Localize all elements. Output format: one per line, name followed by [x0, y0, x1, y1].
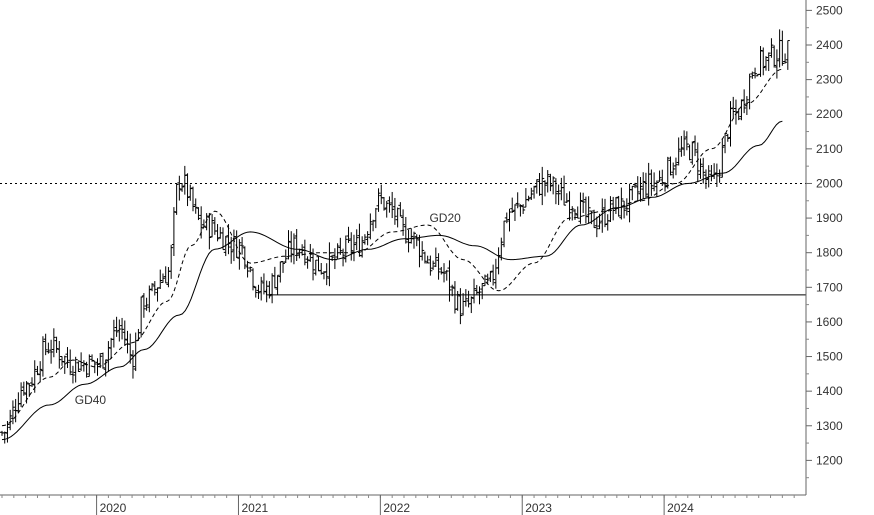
y-tick-label: 1400 [816, 384, 843, 398]
y-tick-label: 2000 [816, 176, 843, 190]
y-tick-label: 2100 [816, 142, 843, 156]
y-tick-label: 1500 [816, 350, 843, 364]
plot-area [0, 29, 806, 444]
x-tick-label: 2021 [241, 501, 268, 515]
gd40-label: GD40 [75, 393, 107, 407]
annotations: GD40 GD20 [75, 211, 461, 407]
y-tick-label: 1300 [816, 419, 843, 433]
x-tick-label: 2024 [667, 501, 694, 515]
y-tick-label: 1600 [816, 315, 843, 329]
y-tick-label: 2300 [816, 73, 843, 87]
x-tick-label: 2022 [383, 501, 410, 515]
x-tick-label: 2020 [100, 501, 127, 515]
price-bars [0, 29, 790, 444]
x-tick-label: 2023 [525, 501, 552, 515]
y-tick-label: 1900 [816, 211, 843, 225]
gd40-line [1, 120, 783, 441]
gd20-line [1, 68, 783, 427]
y-tick-label: 2200 [816, 107, 843, 121]
y-tick-label: 1800 [816, 246, 843, 260]
y-tick-label: 2400 [816, 38, 843, 52]
y-tick-label: 1700 [816, 280, 843, 294]
y-tick-label: 1200 [816, 453, 843, 467]
gd20-label: GD20 [429, 211, 461, 225]
y-axis: 1200 1300 1400 1500 1600 1700 1800 1900 2000 2100… [805, 0, 843, 495]
x-axis: 2020 2021 2022 2023 2024 [0, 494, 806, 515]
y-tick-label: 2500 [816, 3, 843, 17]
